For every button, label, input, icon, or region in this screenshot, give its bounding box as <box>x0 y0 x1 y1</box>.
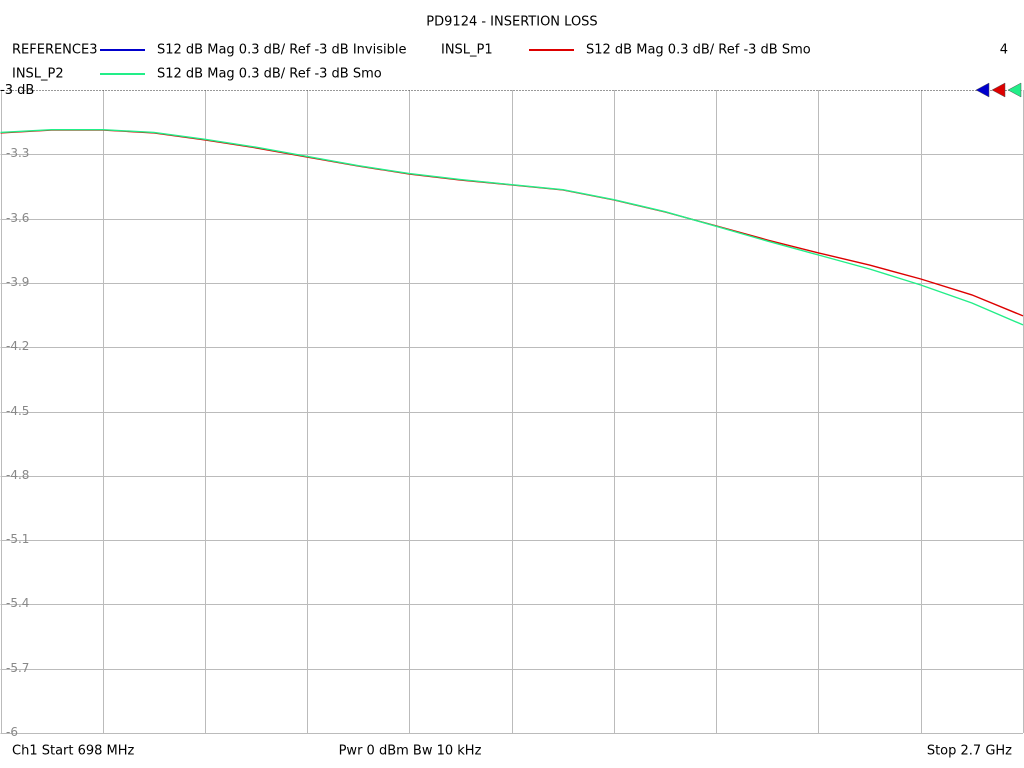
y-tick-label: -4.8 <box>6 468 29 482</box>
reference-label: -3 dB <box>0 83 34 98</box>
ref-marker <box>991 82 1006 98</box>
y-tick-label: -4.2 <box>6 339 29 353</box>
y-tick-label: -5.4 <box>6 596 29 610</box>
stop-label: Stop 2.7 GHz <box>927 744 1012 759</box>
legend-label: S12 dB Mag 0.3 dB/ Ref -3 dB Smo <box>586 43 811 58</box>
y-tick-label: -4.5 <box>6 404 29 418</box>
annotation: 4 <box>1000 43 1008 58</box>
series-line <box>0 129 1024 317</box>
y-tick-label: -3.6 <box>6 211 29 225</box>
legend-name: REFERENCE3 <box>12 43 97 58</box>
ref-marker <box>1007 82 1022 98</box>
chart-title: PD9124 - INSERTION LOSS <box>426 15 597 30</box>
legend-label: S12 dB Mag 0.3 dB/ Ref -3 dB Invisible <box>157 43 406 58</box>
info-label: Pwr 0 dBm Bw 10 kHz <box>339 744 482 759</box>
series-line <box>0 129 1024 326</box>
y-tick-label: -6 <box>6 725 18 739</box>
start-label: Ch1 Start 698 MHz <box>12 744 135 759</box>
y-tick-label: -3.9 <box>6 275 29 289</box>
ref-marker <box>975 82 990 98</box>
legend-name: INSL_P1 <box>441 43 493 58</box>
y-tick-label: -3.3 <box>6 146 29 160</box>
legend-label: S12 dB Mag 0.3 dB/ Ref -3 dB Smo <box>157 67 382 82</box>
y-tick-label: -5.1 <box>6 532 29 546</box>
legend-name: INSL_P2 <box>12 67 64 82</box>
y-tick-label: -5.7 <box>6 661 29 675</box>
